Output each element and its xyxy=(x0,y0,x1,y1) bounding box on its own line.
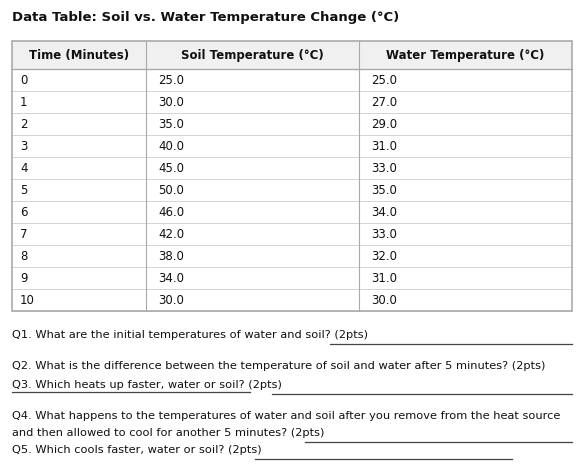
Text: 8: 8 xyxy=(20,250,27,263)
Text: Soil Temperature (°C): Soil Temperature (°C) xyxy=(182,50,324,62)
Text: 46.0: 46.0 xyxy=(158,206,185,219)
Text: 33.0: 33.0 xyxy=(371,228,397,241)
Text: 33.0: 33.0 xyxy=(371,162,397,175)
Text: 30.0: 30.0 xyxy=(158,294,185,307)
Text: 9: 9 xyxy=(20,272,27,285)
Text: 2: 2 xyxy=(20,118,27,131)
Text: 30.0: 30.0 xyxy=(371,294,397,307)
Text: 31.0: 31.0 xyxy=(371,272,397,285)
Text: Q2. What is the difference between the temperature of soil and water after 5 min: Q2. What is the difference between the t… xyxy=(12,360,545,370)
Text: Q1. What are the initial temperatures of water and soil? (2pts): Q1. What are the initial temperatures of… xyxy=(12,329,368,339)
Text: 50.0: 50.0 xyxy=(158,184,185,197)
Text: 27.0: 27.0 xyxy=(371,96,397,109)
Text: 38.0: 38.0 xyxy=(158,250,185,263)
Text: 25.0: 25.0 xyxy=(371,74,397,87)
Text: 29.0: 29.0 xyxy=(371,118,397,131)
Text: Water Temperature (°C): Water Temperature (°C) xyxy=(387,50,545,62)
Bar xyxy=(12,42,572,311)
Bar xyxy=(12,42,572,70)
Text: 0: 0 xyxy=(20,74,27,87)
Text: 25.0: 25.0 xyxy=(158,74,185,87)
Text: 42.0: 42.0 xyxy=(158,228,185,241)
Text: 34.0: 34.0 xyxy=(158,272,185,285)
Text: and then allowed to cool for another 5 minutes? (2pts): and then allowed to cool for another 5 m… xyxy=(12,427,324,437)
Text: 35.0: 35.0 xyxy=(371,184,397,197)
Text: 32.0: 32.0 xyxy=(371,250,397,263)
Text: 31.0: 31.0 xyxy=(371,140,397,153)
Text: Data Table: Soil vs. Water Temperature Change (°C): Data Table: Soil vs. Water Temperature C… xyxy=(12,11,399,24)
Text: 6: 6 xyxy=(20,206,27,219)
Text: 30.0: 30.0 xyxy=(158,96,185,109)
Text: Q4. What happens to the temperatures of water and soil after you remove from the: Q4. What happens to the temperatures of … xyxy=(12,410,561,420)
Text: 7: 7 xyxy=(20,228,27,241)
Text: 5: 5 xyxy=(20,184,27,197)
Text: 34.0: 34.0 xyxy=(371,206,397,219)
Text: 35.0: 35.0 xyxy=(158,118,185,131)
Text: 3: 3 xyxy=(20,140,27,153)
Text: Q3. Which heats up faster, water or soil? (2pts): Q3. Which heats up faster, water or soil… xyxy=(12,379,282,389)
Text: 10: 10 xyxy=(20,294,35,307)
Text: Q5. Which cools faster, water or soil? (2pts): Q5. Which cools faster, water or soil? (… xyxy=(12,444,262,454)
Text: Time (Minutes): Time (Minutes) xyxy=(29,50,129,62)
Text: 45.0: 45.0 xyxy=(158,162,185,175)
Text: 40.0: 40.0 xyxy=(158,140,185,153)
Text: 1: 1 xyxy=(20,96,27,109)
Text: 4: 4 xyxy=(20,162,27,175)
